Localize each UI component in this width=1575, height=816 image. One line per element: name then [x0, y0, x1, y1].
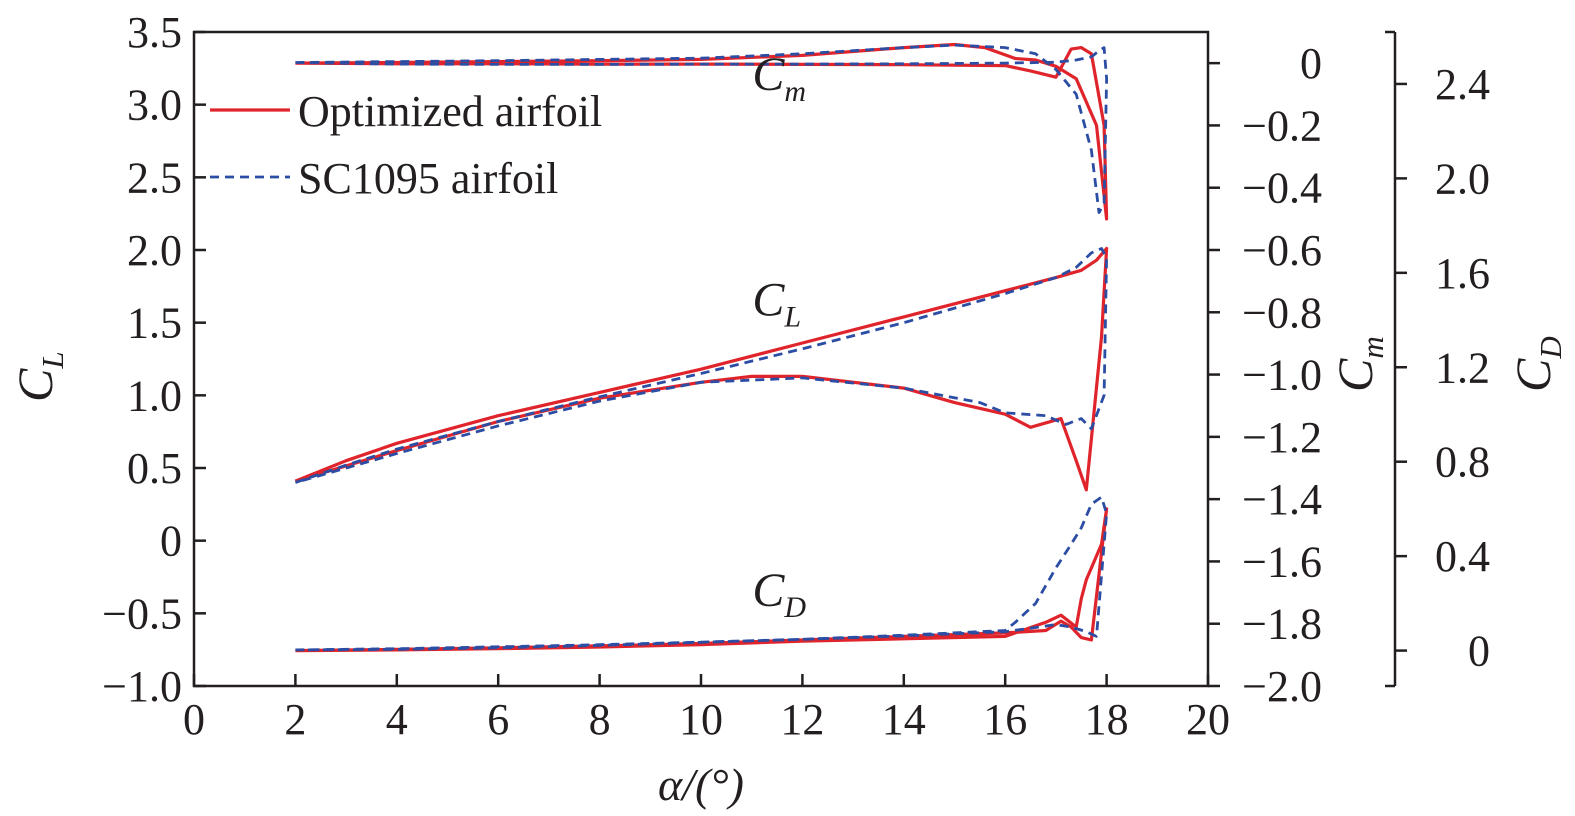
cd-axis-title-main: C [1505, 358, 1561, 392]
cl-tick-label: −0.5 [102, 589, 182, 638]
cd-axis: 0 0.4 0.8 1.2 1.6 2.0 2.4 [1385, 30, 1490, 688]
annotation-l-sub: L [783, 300, 801, 333]
x-tick-label: 4 [386, 695, 408, 744]
cm-tick-label: −1.8 [1242, 600, 1322, 649]
cd-tick-label: 0.8 [1435, 438, 1490, 487]
cd-tick-label: 1.6 [1435, 249, 1490, 298]
x-tick-label: 10 [679, 695, 723, 744]
cl-tick-label: 2.5 [127, 153, 182, 202]
cl-axis-title-main: C [7, 368, 63, 402]
legend-label: SC1095 airfoil [298, 154, 558, 203]
cl-tick-label: 0.5 [127, 444, 182, 493]
legend: Optimized airfoil SC1095 airfoil [210, 87, 602, 203]
x-tick-label: 8 [589, 695, 611, 744]
cl-tick-label: 3.5 [127, 8, 182, 57]
cd-axis-title: CD [1505, 336, 1568, 392]
cm-axis-title-sub: m [1355, 336, 1390, 358]
cl-tick-label: 0 [160, 517, 182, 566]
x-tick-label: 12 [780, 695, 824, 744]
x-tick-label: 0 [183, 695, 205, 744]
cm-tick-label: −0.6 [1242, 226, 1322, 275]
cm-tick-label: −1.2 [1242, 413, 1322, 462]
annotation-l: CL [752, 273, 801, 333]
cm-axis-title: Cm [1327, 336, 1390, 392]
cm-tick-label: −0.2 [1242, 101, 1322, 150]
cd-tick-label: 0 [1468, 627, 1490, 676]
cm-tick-label: 0 [1300, 39, 1322, 88]
cm-tick-label: −0.8 [1242, 288, 1322, 337]
annotation-m-sub: m [784, 75, 806, 108]
cm-tick-label: −2.0 [1242, 662, 1322, 711]
cd-tick-label: 2.0 [1435, 154, 1490, 203]
cm-tick-label: −1.4 [1242, 475, 1322, 524]
annotation-d: CD [752, 564, 806, 624]
cl-tick-label: 2.0 [127, 226, 182, 275]
cm-tick-label: −1.6 [1242, 537, 1322, 586]
optimized-cd-line [295, 507, 1109, 653]
x-tick-label: 6 [487, 695, 509, 744]
x-axis: 0 2 4 6 8 10 12 14 16 18 20 [183, 674, 1230, 744]
x-tick-label: 18 [1085, 695, 1129, 744]
legend-label: Optimized airfoil [298, 87, 602, 136]
cl-tick-label: 1.0 [127, 371, 182, 420]
cl-axis-title: CL [7, 351, 70, 402]
cm-tick-label: −0.4 [1242, 164, 1322, 213]
sc1095-cd-line [295, 495, 1108, 652]
annotation-l-main: C [752, 273, 785, 326]
cd-tick-label: 1.2 [1435, 343, 1490, 392]
annotation-d-sub: D [783, 591, 806, 624]
x-tick-label: 2 [284, 695, 306, 744]
cl-tick-label: −1.0 [102, 662, 182, 711]
cl-tick-label: 3.0 [127, 81, 182, 130]
x-axis-title: α/(°) [658, 759, 744, 810]
cm-axis: 0 −0.2 −0.4 −0.6 −0.8 −1.0 −1.2 −1.4 −1.6 −1.8 −2.… [1208, 39, 1322, 711]
x-tick-label: 20 [1186, 695, 1230, 744]
cl-axis-title-sub: L [35, 351, 70, 369]
optimized-cl-line [294, 246, 1109, 492]
cl-axis: −1.0 −0.5 0 0.5 1.0 1.5 2.0 2.5 3.0 3.5 [102, 8, 206, 711]
sc1095-cm-line [295, 43, 1108, 215]
annotation-d-main: C [752, 564, 785, 617]
annotation-m-main: C [752, 48, 785, 101]
cm-tick-label: −1.0 [1242, 351, 1322, 400]
cd-tick-label: 0.4 [1435, 532, 1490, 581]
sc1095-cl-line [294, 247, 1108, 484]
cd-tick-label: 2.4 [1435, 60, 1490, 109]
annotation-m: Cm [752, 48, 806, 108]
series-lines [294, 42, 1109, 653]
cm-axis-title-main: C [1327, 358, 1383, 392]
cl-tick-label: 1.5 [127, 299, 182, 348]
x-tick-label: 16 [983, 695, 1027, 744]
x-tick-label: 14 [882, 695, 926, 744]
cd-axis-title-sub: D [1533, 336, 1568, 359]
